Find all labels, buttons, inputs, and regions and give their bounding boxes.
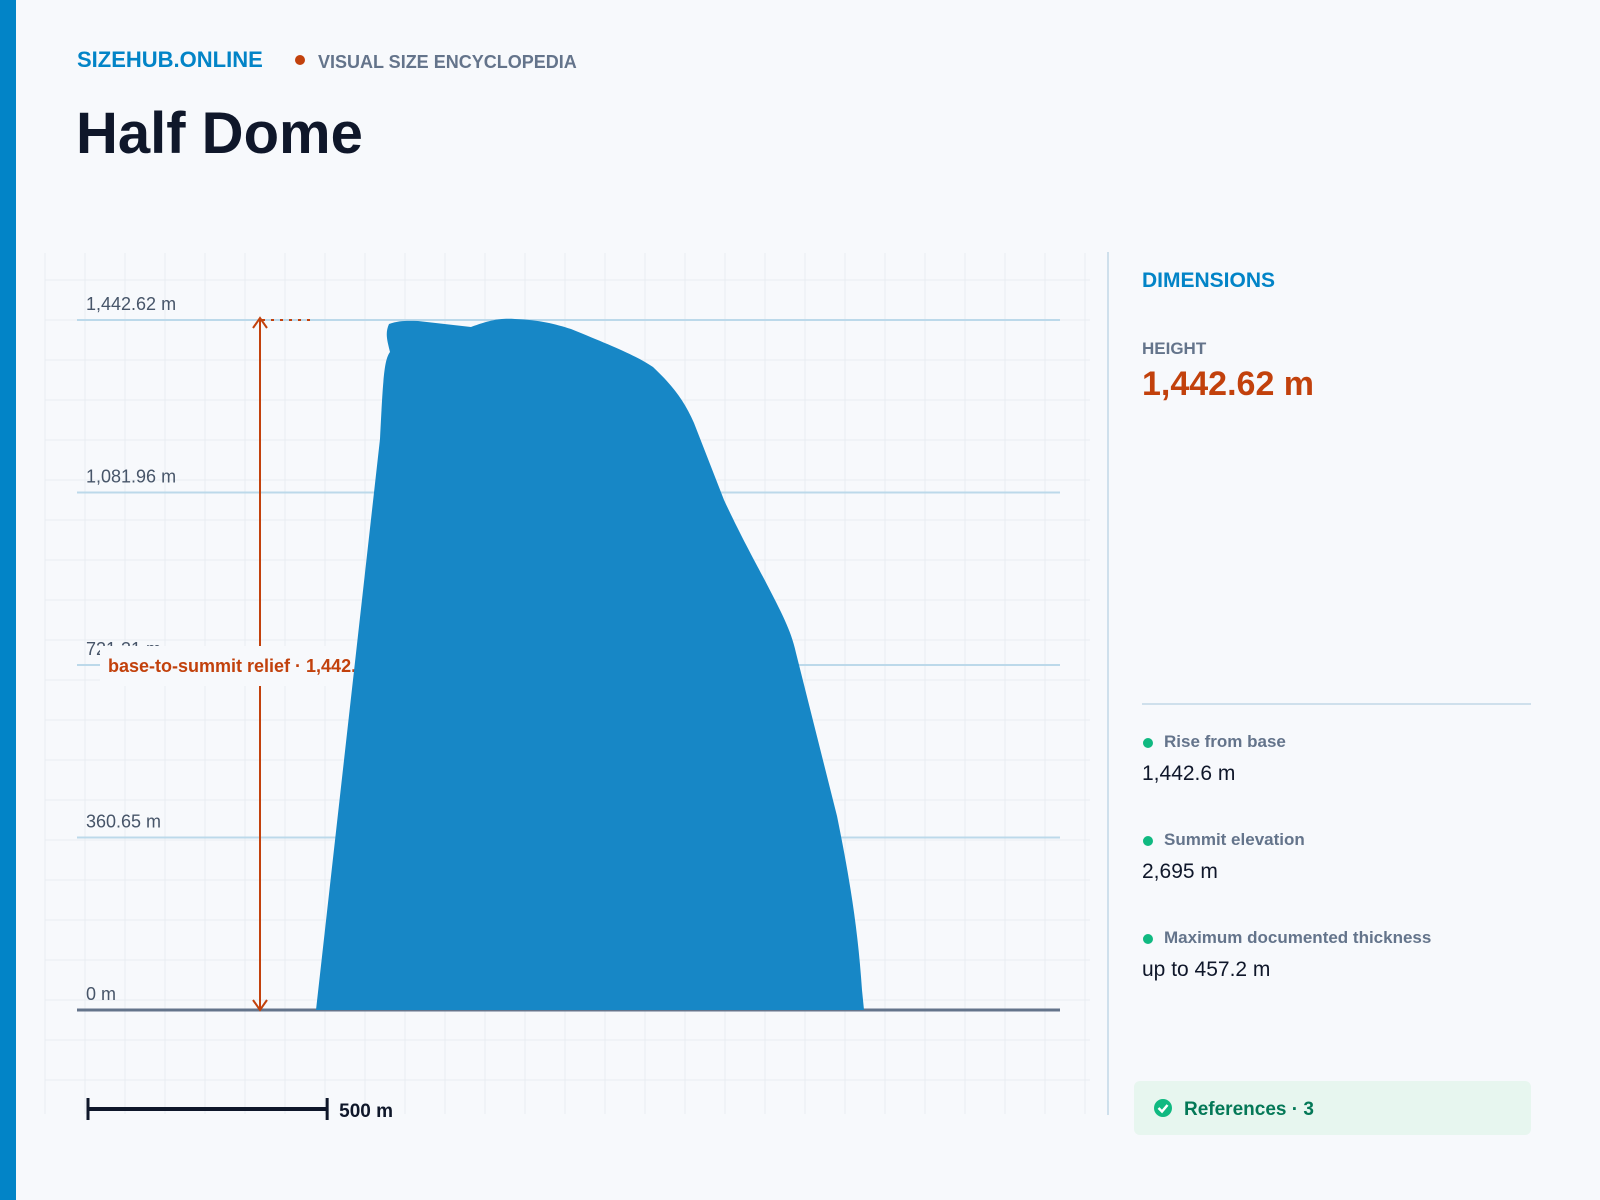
sidebar-divider — [1107, 252, 1109, 1115]
check-icon — [1154, 1099, 1172, 1117]
stat-value: 1,442.6 m — [1142, 762, 1236, 785]
stat-label: Rise from base — [1164, 732, 1286, 751]
divider — [1142, 703, 1531, 705]
stat-bullet — [1143, 934, 1153, 944]
stat-label: Maximum documented thickness — [1164, 928, 1432, 947]
stat-value: 2,695 m — [1142, 860, 1218, 883]
metric-value: 1,442.62 m — [1142, 365, 1315, 403]
scale-bar-label: 500 m — [339, 1101, 393, 1122]
tick-label: 0 m — [86, 984, 116, 1004]
tick-label: 1,081.96 m — [86, 467, 176, 487]
sidebar-heading: DIMENSIONS — [1142, 269, 1276, 292]
relief-annotation: base-to-summit relief · 1,442.62 m — [108, 656, 397, 676]
tick-label: 360.65 m — [86, 812, 161, 832]
metric-label: HEIGHT — [1142, 339, 1207, 358]
separator-dot — [295, 55, 305, 65]
references-box[interactable] — [1134, 1081, 1531, 1135]
accent-bar — [0, 0, 16, 1200]
half-dome-silhouette — [316, 318, 864, 1011]
stat-bullet — [1143, 836, 1153, 846]
annotation-background — [100, 646, 370, 686]
tick-label: 1,442.62 m — [86, 294, 176, 314]
stat-bullet — [1143, 738, 1153, 748]
stat-value: up to 457.2 m — [1142, 958, 1271, 981]
page-title: Half Dome — [76, 101, 363, 166]
references-link[interactable]: References · 3 — [1184, 1099, 1314, 1120]
stat-label: Summit elevation — [1164, 830, 1305, 849]
arrow-heads — [252, 316, 268, 1012]
brand[interactable]: SIZEHUB.ONLINE — [77, 47, 263, 72]
tagline: VISUAL SIZE ENCYCLOPEDIA — [318, 52, 577, 72]
